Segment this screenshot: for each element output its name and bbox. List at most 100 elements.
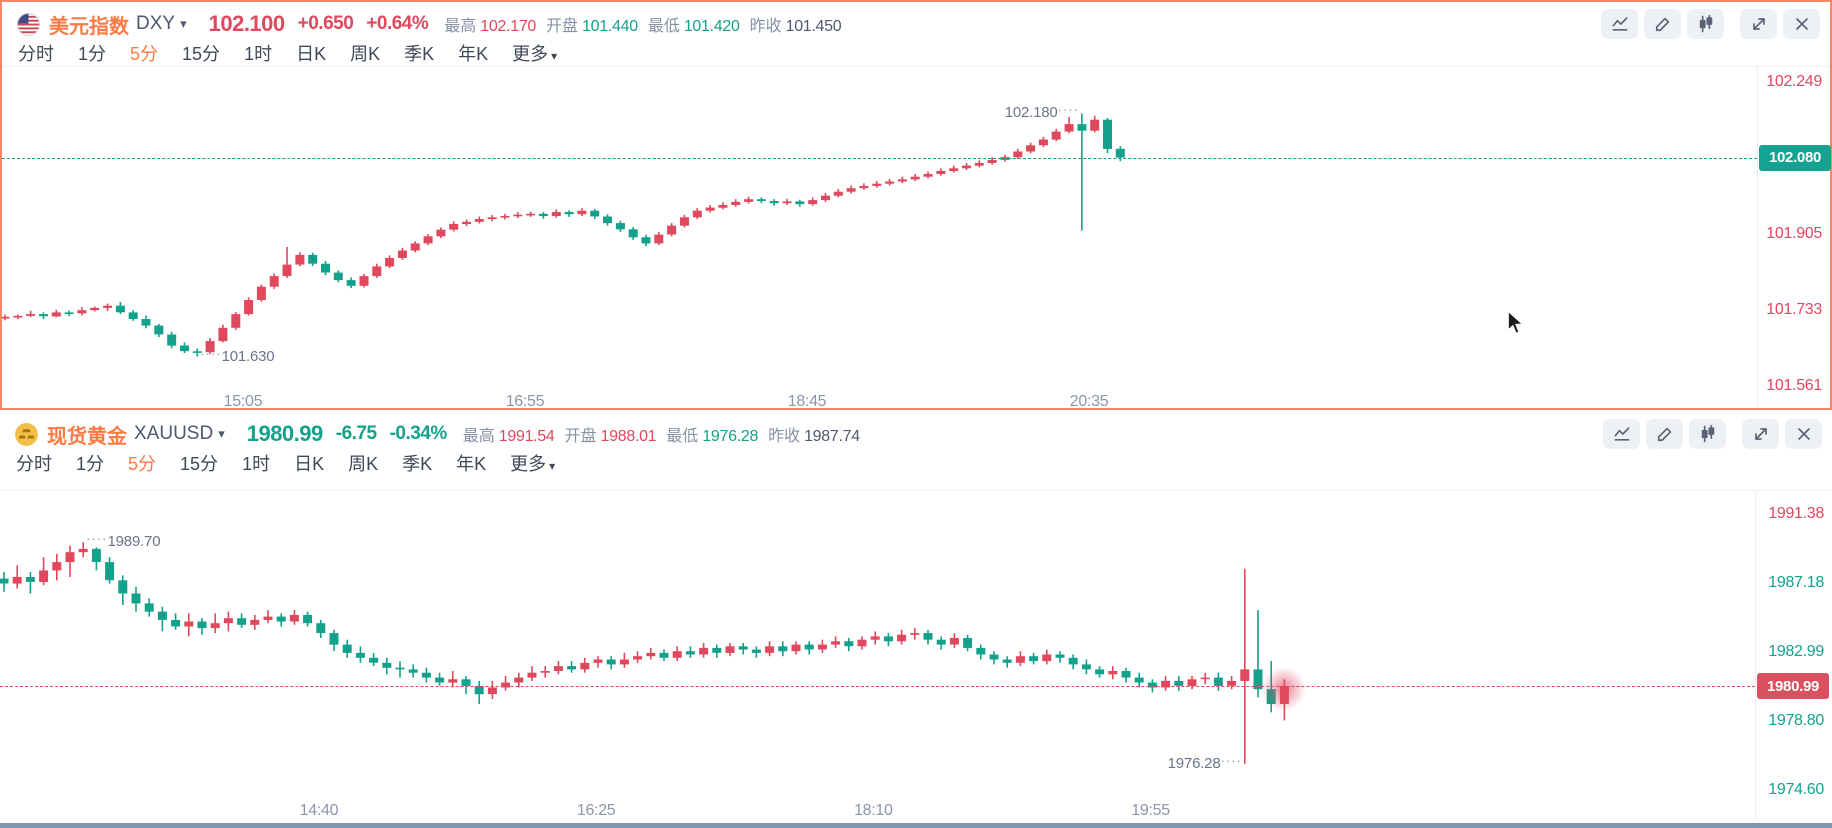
- candle: [1213, 677, 1223, 686]
- tab-分时[interactable]: 分时: [16, 454, 52, 474]
- candle: [962, 165, 971, 169]
- candle: [1279, 686, 1289, 704]
- candle: [448, 679, 458, 683]
- candlestick-style-button[interactable]: [1687, 9, 1724, 39]
- candle: [115, 305, 125, 313]
- chevron-down-icon: ▾: [549, 459, 556, 473]
- draw-pencil-button[interactable]: [1646, 419, 1683, 449]
- tab-周K[interactable]: 周K: [348, 454, 379, 474]
- candle: [1253, 669, 1263, 690]
- candle: [91, 548, 101, 563]
- candle: [987, 159, 997, 163]
- candle: [210, 623, 220, 629]
- candlestick-chart[interactable]: 102.249 101.905 101.733 101.561 102.080 15:05…: [2, 66, 1831, 410]
- candle: [526, 213, 536, 216]
- candle: [223, 618, 233, 624]
- candle: [501, 682, 511, 688]
- tab-季K[interactable]: 季K: [404, 44, 435, 64]
- candle: [769, 201, 779, 204]
- time-axis-label: 18:10: [854, 802, 893, 819]
- instrument-selector[interactable]: 现货黄金 XAUUSD ▾: [14, 420, 225, 449]
- candle: [738, 646, 748, 650]
- stat-open: 开盘 101.440: [546, 18, 638, 35]
- candle: [1134, 677, 1144, 683]
- candle: [90, 307, 100, 311]
- tab-1分[interactable]: 1分: [76, 454, 105, 474]
- time-axis-label: 15:05: [223, 393, 263, 410]
- candle: [1068, 657, 1078, 665]
- tab-日K[interactable]: 日K: [296, 44, 327, 64]
- tab-5分[interactable]: 5分: [128, 454, 157, 474]
- instrument-symbol: DXY: [136, 13, 176, 34]
- tab-分时[interactable]: 分时: [18, 44, 54, 64]
- candle: [205, 341, 215, 353]
- candle: [844, 641, 854, 647]
- tab-日K[interactable]: 日K: [294, 454, 325, 474]
- current-price-badge: 102.080: [1759, 144, 1831, 171]
- us-flag-icon: [16, 12, 41, 37]
- candle: [39, 570, 49, 582]
- candle: [421, 672, 431, 678]
- candle: [346, 280, 356, 286]
- candle: [184, 621, 194, 627]
- candle: [1015, 656, 1025, 663]
- candle: [619, 659, 629, 665]
- candle: [295, 254, 305, 265]
- fullscreen-button[interactable]: [1740, 9, 1777, 39]
- candle: [1081, 664, 1091, 670]
- instrument-selector[interactable]: 美元指数 DXY ▾: [16, 10, 187, 39]
- candle: [1200, 677, 1210, 680]
- candle: [553, 666, 563, 671]
- tab-1时[interactable]: 1时: [242, 454, 271, 474]
- candle: [269, 276, 279, 287]
- candle: [321, 263, 330, 273]
- trend-line-button[interactable]: [1603, 419, 1640, 449]
- chart-toolbar: [1603, 419, 1822, 449]
- candle: [974, 163, 984, 166]
- candle: [1013, 151, 1023, 158]
- candle: [408, 669, 418, 673]
- candle: [527, 672, 537, 678]
- tab-季K[interactable]: 季K: [402, 454, 433, 474]
- price-axis[interactable]: [1755, 491, 1829, 820]
- fullscreen-button[interactable]: [1742, 419, 1779, 449]
- y-axis-label: 1991.38: [1768, 504, 1824, 522]
- candle: [13, 315, 23, 318]
- tab-15分[interactable]: 15分: [182, 44, 221, 64]
- candle: [26, 314, 36, 316]
- close-button[interactable]: [1783, 9, 1820, 39]
- candle: [474, 685, 484, 695]
- trend-line-button[interactable]: [1601, 9, 1638, 39]
- tab-周K[interactable]: 周K: [350, 44, 381, 64]
- candle: [699, 647, 709, 655]
- tab-年K[interactable]: 年K: [458, 44, 489, 64]
- y-axis-label: 101.733: [1766, 301, 1822, 319]
- candlestick-style-button[interactable]: [1689, 419, 1726, 449]
- stat-low: 最低 101.420: [647, 18, 740, 35]
- y-axis-label: 1978.80: [1768, 712, 1824, 730]
- candles-layer: [0, 542, 1289, 764]
- candle: [462, 221, 471, 224]
- candlestick-chart[interactable]: 1991.38 1987.18 1982.99 1978.80 1974.60 1980.…: [0, 490, 1832, 820]
- tab-1分[interactable]: 1分: [78, 44, 107, 64]
- price-axis[interactable]: [1757, 67, 1831, 408]
- tab-more[interactable]: 更多 ▾: [510, 454, 556, 474]
- instrument-name: 现货黄金: [47, 425, 127, 448]
- chart-panel-dxy: 美元指数 DXY ▾ 102.100 +0.650 +0.64% 最高 102.1…: [0, 0, 1832, 410]
- y-axis-label: 101.905: [1766, 225, 1822, 242]
- candle: [593, 659, 603, 663]
- tab-年K[interactable]: 年K: [456, 454, 487, 474]
- close-button[interactable]: [1785, 419, 1822, 449]
- candle: [372, 266, 382, 277]
- tab-5分[interactable]: 5分: [130, 44, 159, 64]
- draw-pencil-button[interactable]: [1644, 9, 1681, 39]
- candle: [128, 312, 138, 319]
- price-change: +0.650: [297, 13, 354, 34]
- candle: [808, 200, 818, 205]
- tab-more[interactable]: 更多 ▾: [512, 44, 558, 64]
- candle: [256, 286, 266, 300]
- y-axis-label: 102.249: [1766, 72, 1822, 90]
- tab-1时[interactable]: 1时: [244, 44, 273, 64]
- tab-15分[interactable]: 15分: [180, 454, 219, 474]
- timeframe-tabs: 分时 1分 5分 15分 1时 日K 周K 季K 年K 更多 ▾: [18, 40, 557, 66]
